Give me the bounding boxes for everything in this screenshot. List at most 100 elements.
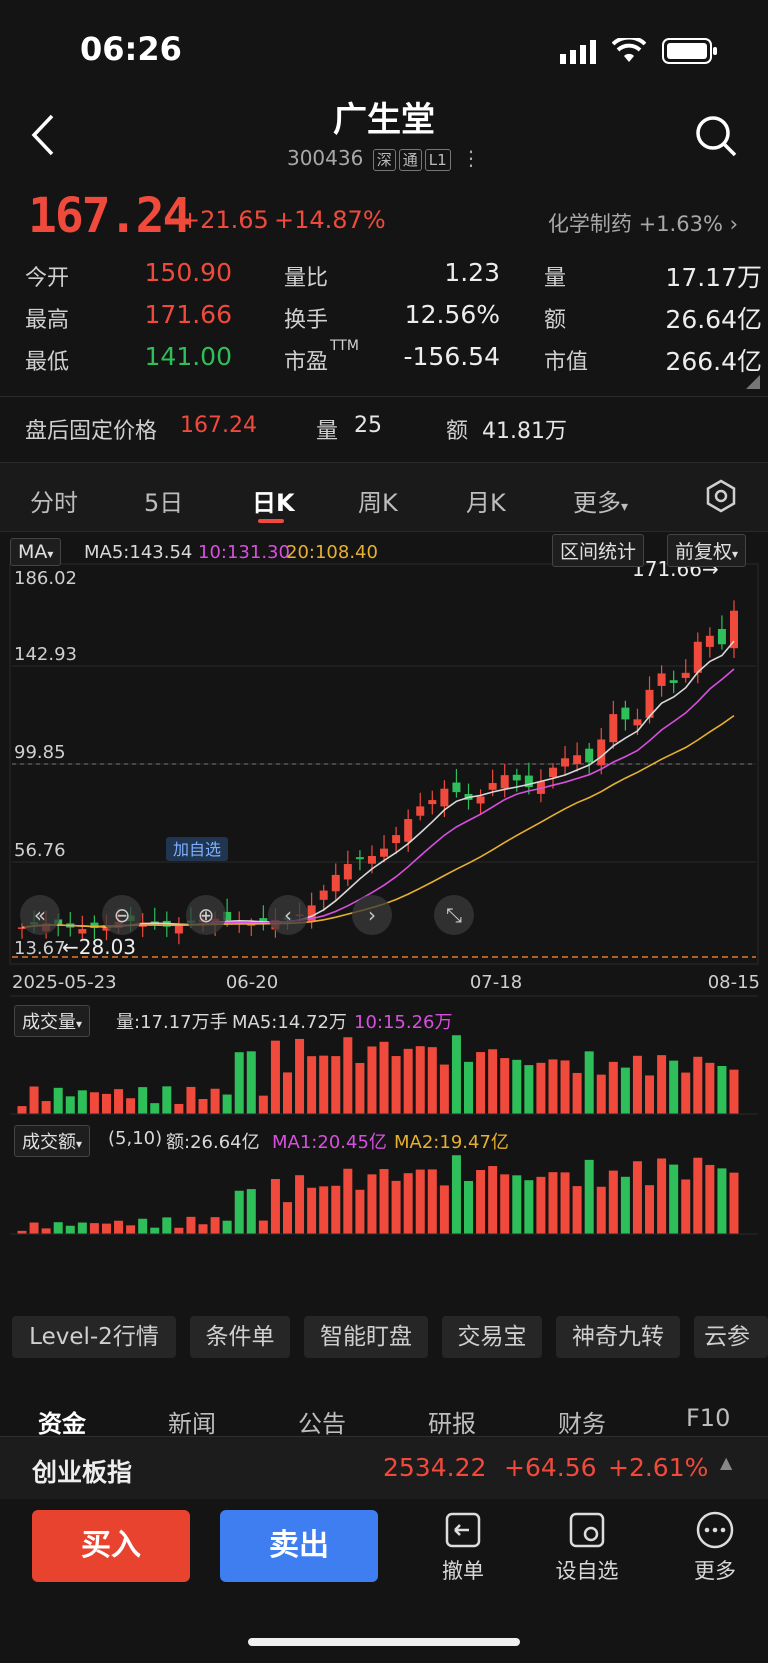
magic-nine-button[interactable]: 神奇九转: [556, 1316, 680, 1358]
tag-shen: 深: [372, 149, 396, 171]
tab-announcements[interactable]: 公告: [298, 1410, 346, 1438]
candle-body: [621, 707, 630, 720]
adjust-label: 前复权: [675, 541, 733, 563]
volume-bar: [270, 1040, 280, 1114]
amount-bar: [645, 1185, 655, 1234]
index-value: 2534.22: [383, 1453, 487, 1482]
active-tab-underline: [258, 519, 284, 523]
low-marker: ←28.03: [62, 935, 136, 959]
volume-bar: [632, 1055, 642, 1114]
amount-bar: [270, 1178, 280, 1234]
expand-corner-icon[interactable]: [746, 374, 760, 393]
volume-selector[interactable]: 成交量▾: [14, 1005, 91, 1037]
price-change: +21.65: [180, 206, 269, 234]
stock-code-row: 300436 深通 L1 ⋮: [0, 146, 768, 171]
amount-bar: [150, 1227, 160, 1234]
candle-body: [331, 874, 340, 892]
amount-bar: [476, 1169, 486, 1234]
index-name: 创业板指: [32, 1458, 133, 1487]
amount-bar: [210, 1217, 220, 1234]
sector-name: 化学制药: [547, 212, 632, 236]
volume-bar: [524, 1065, 534, 1114]
candle-body: [645, 689, 654, 718]
back-icon[interactable]: [28, 112, 58, 158]
amount-bar: [608, 1170, 618, 1234]
stat-value: 26.64亿: [665, 305, 762, 334]
amount-bar: [77, 1222, 87, 1234]
cloud-ref-button[interactable]: 云参: [694, 1316, 768, 1358]
volume-ma5: MA5:14.72万: [232, 1012, 347, 1033]
after-hours-price: 167.24: [180, 413, 257, 438]
dropdown-icon: ▾: [732, 547, 739, 561]
volume-bar: [258, 1095, 268, 1114]
interval-stats-button[interactable]: 区间统计: [552, 534, 645, 567]
amount-bar: [451, 1155, 461, 1234]
adjust-selector[interactable]: 前复权▾: [667, 534, 747, 567]
y-tick-label: 142.93: [14, 644, 77, 665]
amount-bar: [548, 1172, 558, 1234]
kline-chart[interactable]: 186.02142.9399.8556.7613.67171.66→←28.03…: [0, 530, 768, 1310]
amount-bar: [379, 1169, 389, 1234]
tab-monthly-k[interactable]: 月K: [466, 489, 506, 517]
conditional-order-button[interactable]: 条件单: [190, 1316, 290, 1358]
candle-body: [597, 739, 606, 766]
volume-bar: [307, 1056, 317, 1114]
tab-5day[interactable]: 5日: [144, 489, 184, 517]
chart-nav-icon: ⊕: [198, 903, 215, 927]
volume-bar: [717, 1065, 727, 1114]
tab-more[interactable]: 更多▾: [573, 483, 628, 518]
chart-nav-button: [186, 895, 226, 935]
tab-capital[interactable]: 资金: [38, 1410, 86, 1438]
tab-daily-k[interactable]: 日K: [252, 489, 295, 517]
trade-treasure-button[interactable]: 交易宝: [442, 1316, 542, 1358]
sell-button[interactable]: 卖出: [220, 1510, 378, 1582]
volume-bar: [476, 1052, 486, 1114]
tab-weekly-k[interactable]: 周K: [358, 489, 398, 517]
level2-button[interactable]: Level-2行情: [12, 1316, 176, 1358]
cancel-order-icon: [445, 1512, 481, 1548]
tab-f10[interactable]: F10: [686, 1404, 731, 1432]
more-dots-icon[interactable]: ⋮: [461, 146, 481, 170]
kline-area[interactable]: 186.02 142.93 99.85 56.76 13.67 171.66→ ←28.03…: [0, 530, 768, 1310]
search-icon[interactable]: [694, 114, 738, 158]
tab-research[interactable]: 研报: [428, 1410, 476, 1438]
smart-monitor-button[interactable]: 智能盯盘: [304, 1316, 428, 1358]
volume-bar: [246, 1051, 256, 1114]
add-watch-icon: [569, 1512, 605, 1548]
amount-selector[interactable]: 成交额▾: [14, 1125, 91, 1157]
add-watch-button[interactable]: 设自选: [542, 1510, 632, 1585]
sector-link[interactable]: 化学制药 +1.63% ›: [548, 208, 738, 238]
volume-bar: [174, 1103, 184, 1114]
candle-body: [681, 672, 690, 678]
tag-tong: 通: [398, 149, 422, 171]
settings-icon[interactable]: [704, 479, 738, 517]
tab-news[interactable]: 新闻: [168, 1410, 216, 1438]
sector-pct: +1.63%: [638, 212, 723, 236]
expand-up-icon[interactable]: ▲: [720, 1453, 733, 1472]
tab-finance[interactable]: 财务: [558, 1410, 606, 1438]
cancel-order-button[interactable]: 撤单: [418, 1510, 508, 1585]
ma5-value: MA5:143.54: [84, 542, 193, 563]
volume-bar: [101, 1093, 111, 1114]
amount-value: 额:26.64亿: [166, 1132, 260, 1153]
more-button[interactable]: 更多: [670, 1510, 760, 1585]
candle-body: [717, 629, 726, 645]
stat-label: 今开: [25, 266, 70, 291]
amount-bar: [657, 1158, 667, 1234]
ma-selector[interactable]: MA▾: [10, 538, 62, 566]
tab-intraday[interactable]: 分时: [30, 489, 78, 517]
volume-bar: [114, 1089, 124, 1114]
amount-bar: [355, 1189, 365, 1234]
amount-bar: [729, 1172, 739, 1234]
buy-button[interactable]: 买入: [32, 1510, 190, 1582]
after-hours-amt: 41.81万: [482, 419, 567, 444]
stat-value: -156.54: [403, 342, 501, 371]
volume-bar: [729, 1069, 739, 1114]
index-bar[interactable]: 创业板指 2534.22 +64.56 +2.61% ▲: [0, 1436, 768, 1499]
ma-selector-label: MA: [18, 541, 48, 563]
after-hours-amt-label: 额: [446, 419, 469, 444]
candle-body: [693, 641, 702, 673]
volume-bar: [620, 1067, 630, 1114]
amount-bar: [138, 1218, 148, 1234]
stat-value: 150.90: [144, 258, 232, 287]
